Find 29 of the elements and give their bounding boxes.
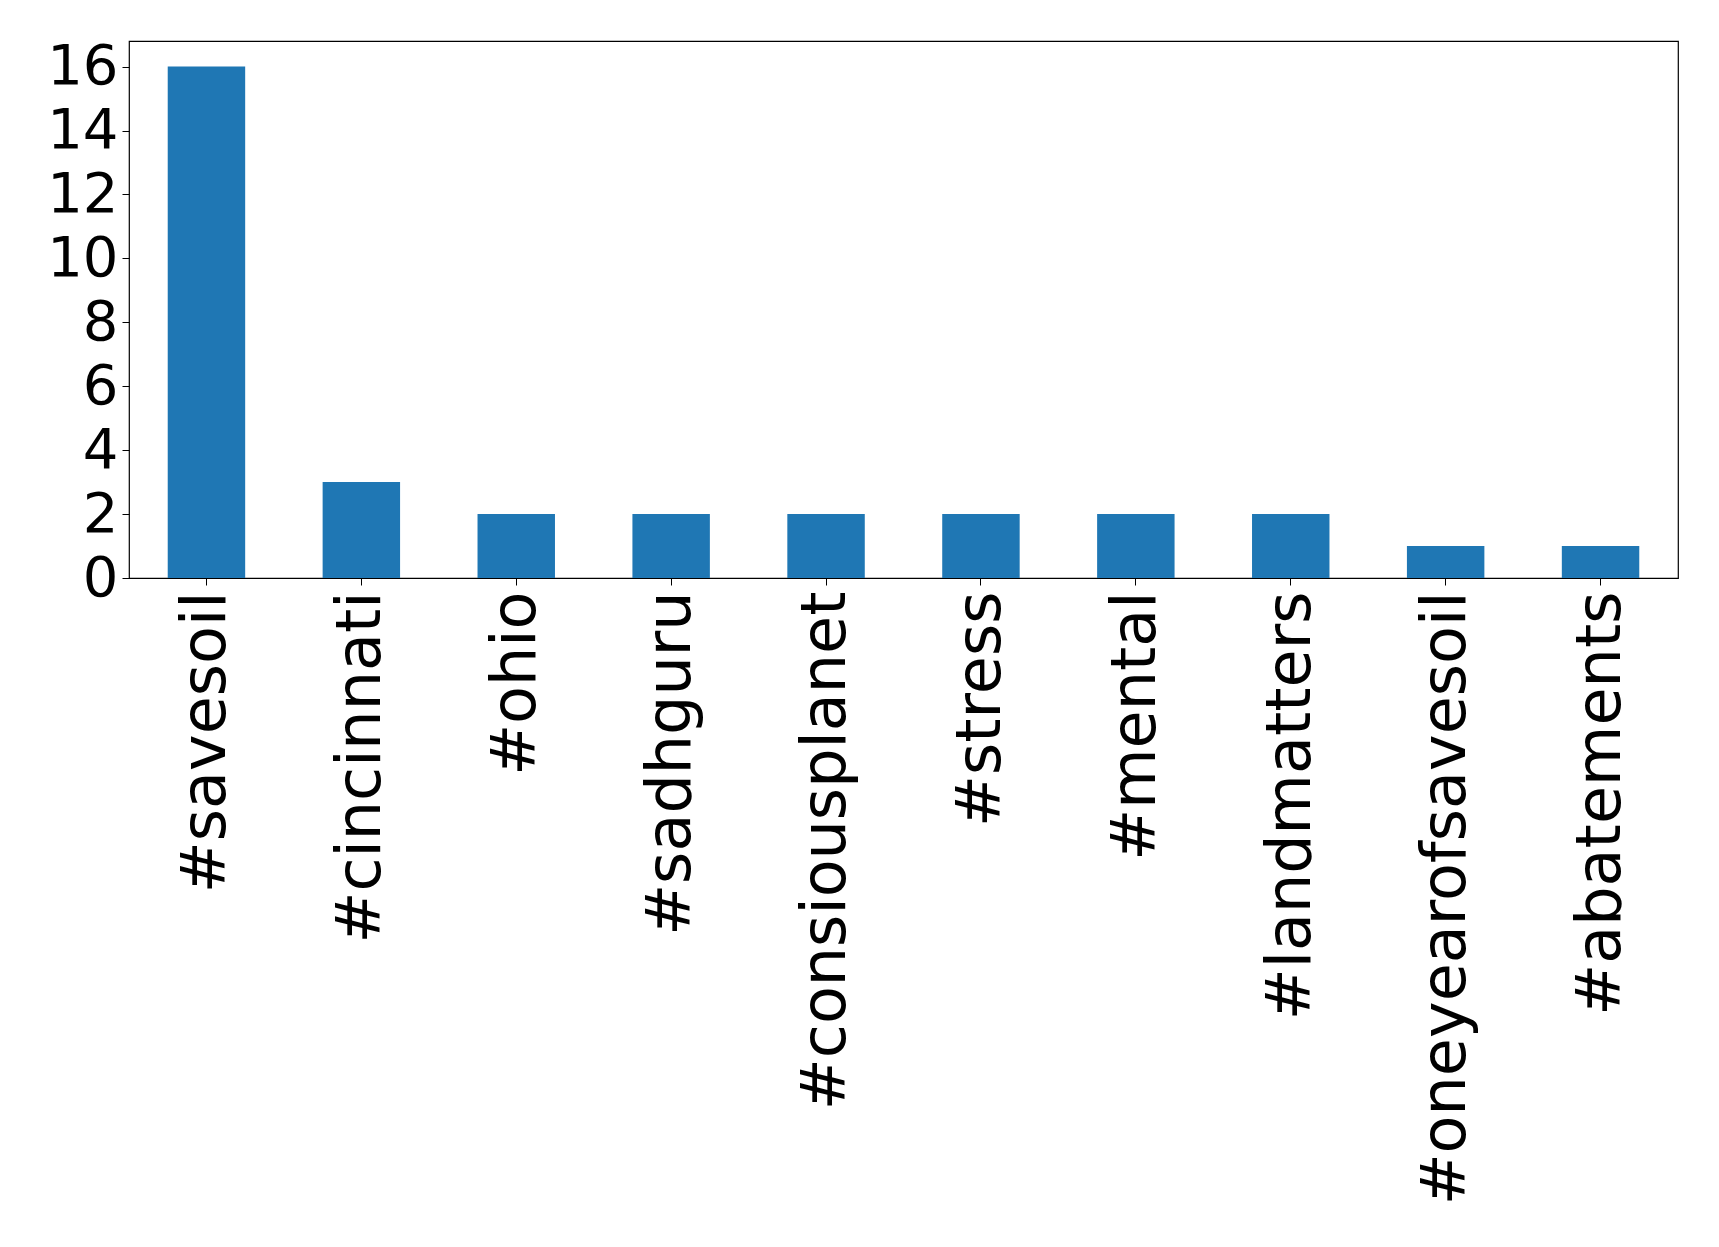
y-tick-label: 6 — [82, 351, 119, 417]
bar — [942, 514, 1020, 578]
x-tick-label: #mental — [1096, 591, 1170, 861]
x-tick-label: #savesoil — [167, 591, 241, 894]
y-tick-label: 12 — [47, 159, 119, 225]
x-tick-label: #ohio — [477, 591, 551, 776]
x-tick-label: #stress — [941, 591, 1015, 827]
bar — [167, 66, 246, 578]
bar — [1406, 546, 1485, 578]
x-tick-label: #landmatters — [1251, 591, 1325, 1021]
bar — [1561, 546, 1640, 578]
x-tick-label: #sadhguru — [632, 591, 706, 936]
y-tick-label: 8 — [82, 287, 119, 353]
bar — [322, 482, 401, 578]
bar — [1097, 514, 1175, 578]
x-tick-label: #consiousplanet — [787, 591, 861, 1111]
bar — [477, 514, 555, 578]
y-tick-label: 4 — [82, 415, 119, 481]
y-tick-label: 10 — [47, 223, 119, 289]
x-tick-label: #oneyearofsavesoil — [1406, 591, 1480, 1206]
y-tick-label: 14 — [47, 96, 119, 161]
y-tick-label: 2 — [82, 479, 119, 545]
bar — [632, 514, 710, 578]
y-tick-label: 16 — [47, 32, 119, 98]
bar — [787, 514, 865, 578]
bar — [1252, 514, 1330, 578]
x-tick-label: #cincinnati — [322, 591, 396, 944]
x-tick-label: #abatements — [1561, 591, 1635, 1016]
y-tick-label: 0 — [82, 543, 119, 609]
